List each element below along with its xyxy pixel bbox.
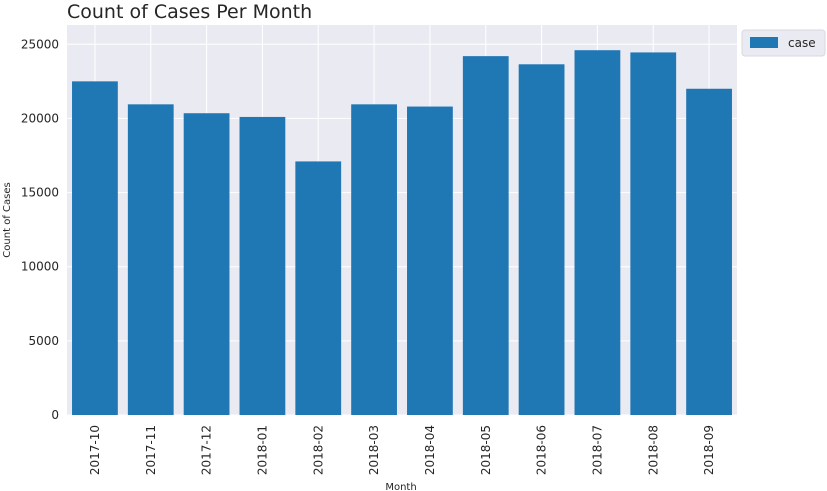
y-tick-label: 0 [51,408,59,422]
bar-2018-07 [574,50,621,415]
y-axis-label: Count of Cases [2,182,13,257]
x-axis-ticks: 2017-10 2017-11 2017-12 2018-01 2018-02 2018-… [88,425,716,475]
x-tick-label: 2018-01 [255,425,269,475]
y-tick-label: 5000 [28,334,59,348]
bar-2018-06 [518,64,565,416]
x-tick-label: 2018-06 [535,425,549,475]
bar-2018-05 [462,56,509,415]
bar-2017-11 [127,104,174,416]
bar-2017-10 [72,81,118,416]
y-tick-label: 10000 [21,260,59,274]
bar-2018-01 [239,116,286,416]
x-axis-label: Month [385,482,416,491]
bar-2018-02 [295,161,342,415]
x-tick-label: 2018-08 [646,425,660,475]
bar-2018-03 [351,104,397,416]
x-tick-label: 2018-09 [702,425,716,475]
legend: case [741,29,826,57]
bar-2018-08 [630,52,677,415]
plot-area [67,25,737,415]
x-tick-label: 2018-07 [590,425,604,475]
bar-2018-09 [686,88,732,416]
y-tick-label: 20000 [21,111,59,125]
y-tick-label: 15000 [21,186,59,200]
x-tick-label: 2018-05 [479,425,493,475]
x-tick-label: 2017-10 [88,425,102,475]
x-tick-label: 2017-11 [144,425,158,475]
x-tick-label: 2018-03 [367,425,381,475]
y-tick-label: 25000 [21,37,59,51]
bar-2018-04 [407,106,453,416]
legend-label: case [788,36,816,50]
chart-title: Count of Cases Per Month [67,1,312,23]
x-tick-label: 2018-02 [311,425,325,475]
x-tick-label: 2018-04 [423,425,437,475]
bar-2017-12 [183,113,230,416]
y-axis-ticks: 0 5000 10000 15000 20000 25000 [21,37,59,422]
bars [72,50,732,416]
x-tick-label: 2017-12 [200,425,214,475]
legend-box [741,29,826,57]
legend-swatch [750,37,778,48]
